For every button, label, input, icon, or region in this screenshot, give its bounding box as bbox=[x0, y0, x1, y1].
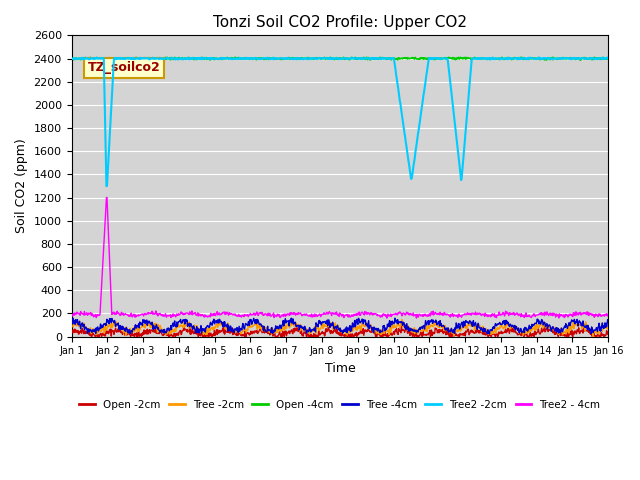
Legend: Open -2cm, Tree -2cm, Open -4cm, Tree -4cm, Tree2 -2cm, Tree2 - 4cm: Open -2cm, Tree -2cm, Open -4cm, Tree -4… bbox=[75, 396, 605, 414]
X-axis label: Time: Time bbox=[324, 362, 355, 375]
Text: TZ_soilco2: TZ_soilco2 bbox=[88, 61, 161, 74]
Title: Tonzi Soil CO2 Profile: Upper CO2: Tonzi Soil CO2 Profile: Upper CO2 bbox=[213, 15, 467, 30]
Y-axis label: Soil CO2 (ppm): Soil CO2 (ppm) bbox=[15, 139, 28, 233]
